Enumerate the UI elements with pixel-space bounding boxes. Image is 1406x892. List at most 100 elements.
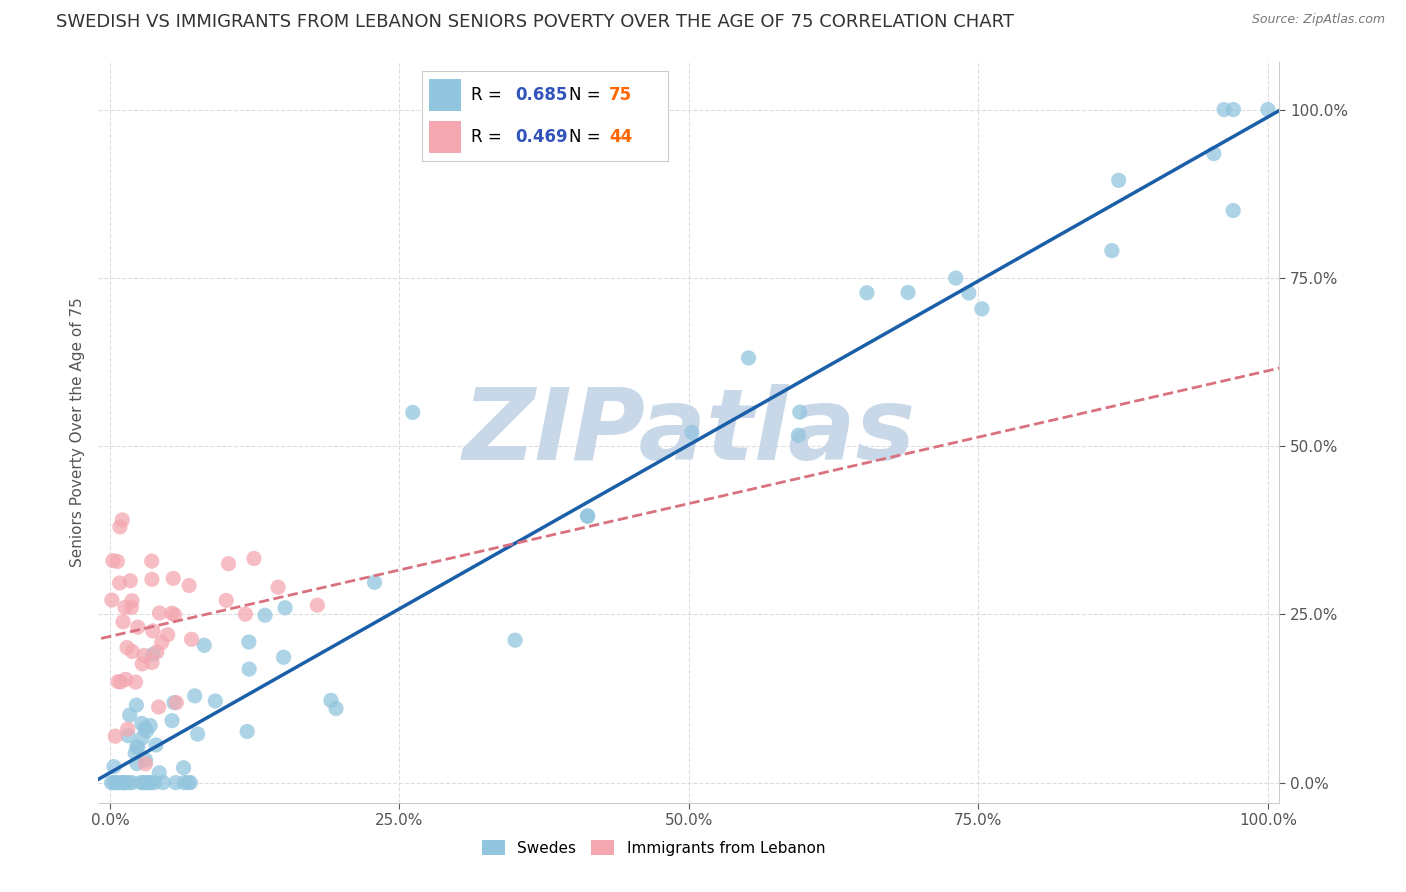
Point	[218, 557, 240, 571]
Point	[236, 724, 259, 739]
Point	[160, 714, 183, 728]
Point	[1101, 244, 1123, 258]
Text: SWEDISH VS IMMIGRANTS FROM LEBANON SENIORS POVERTY OVER THE AGE OF 75 CORRELATIO: SWEDISH VS IMMIGRANTS FROM LEBANON SENIO…	[56, 13, 1014, 31]
Point	[143, 775, 166, 789]
Point	[402, 405, 425, 419]
Point	[114, 600, 136, 615]
Point	[131, 657, 153, 671]
Point	[127, 620, 149, 634]
Y-axis label: Seniors Poverty Over the Age of 75: Seniors Poverty Over the Age of 75	[69, 298, 84, 567]
Point	[145, 738, 167, 752]
Point	[945, 271, 967, 285]
Point	[141, 554, 163, 568]
Point	[152, 775, 174, 789]
Point	[970, 301, 993, 316]
Point	[253, 608, 276, 623]
Text: Source: ZipAtlas.com: Source: ZipAtlas.com	[1251, 13, 1385, 27]
Point	[148, 765, 170, 780]
FancyBboxPatch shape	[429, 121, 461, 153]
Point	[112, 615, 135, 629]
Point	[142, 648, 165, 662]
Point	[148, 700, 170, 714]
Text: 0.685: 0.685	[515, 87, 568, 104]
Point	[141, 656, 163, 670]
Point	[110, 674, 132, 689]
Point	[215, 593, 238, 607]
Point	[131, 731, 153, 745]
Point	[138, 775, 160, 789]
Point	[163, 696, 186, 710]
Point	[114, 673, 136, 687]
Point	[235, 607, 257, 621]
Point	[107, 775, 129, 789]
Point	[131, 716, 153, 731]
Point	[957, 286, 980, 301]
Point	[184, 689, 207, 703]
Point	[173, 761, 195, 775]
Point	[177, 578, 200, 592]
Point	[193, 638, 215, 652]
Point	[856, 285, 879, 300]
Point	[139, 775, 162, 789]
Point	[148, 606, 170, 620]
Point	[1222, 203, 1244, 218]
Point	[112, 775, 135, 789]
Text: 75: 75	[609, 87, 631, 104]
Point	[136, 775, 159, 789]
Point	[160, 606, 183, 620]
Point	[274, 600, 297, 615]
Point	[503, 633, 526, 648]
Point	[1202, 146, 1225, 161]
Point	[267, 580, 290, 594]
Point	[150, 635, 173, 649]
Point	[105, 554, 128, 568]
Point	[273, 650, 295, 665]
Text: R =: R =	[471, 128, 508, 146]
Point	[187, 727, 209, 741]
Point	[125, 739, 148, 754]
Point	[737, 351, 759, 365]
Point	[120, 600, 142, 615]
Point	[135, 723, 157, 738]
Point	[319, 693, 342, 707]
Point	[110, 775, 132, 789]
Point	[121, 644, 143, 658]
Point	[1213, 103, 1236, 117]
Point	[177, 775, 200, 789]
Point	[146, 645, 169, 659]
Point	[173, 775, 195, 789]
Point	[238, 635, 260, 649]
Point	[103, 759, 125, 773]
Text: 0.469: 0.469	[515, 128, 568, 146]
Point	[576, 508, 599, 523]
Point	[180, 632, 202, 647]
Point	[132, 775, 155, 789]
Point	[156, 628, 179, 642]
Point	[118, 708, 141, 723]
Point	[129, 775, 152, 789]
Point	[132, 648, 155, 663]
Point	[101, 554, 124, 568]
Legend: Swedes, Immigrants from Lebanon: Swedes, Immigrants from Lebanon	[475, 834, 831, 862]
Point	[134, 756, 156, 771]
Point	[124, 746, 146, 760]
Point	[115, 640, 138, 655]
Point	[139, 718, 162, 732]
Point	[363, 575, 385, 590]
Point	[124, 675, 146, 690]
Point	[117, 722, 139, 736]
Point	[165, 775, 187, 789]
Point	[108, 576, 131, 591]
Point	[117, 729, 139, 743]
Text: ZIPatlas: ZIPatlas	[463, 384, 915, 481]
Point	[165, 696, 187, 710]
Point	[897, 285, 920, 300]
Point	[307, 598, 329, 612]
Point	[134, 775, 156, 789]
Point	[204, 694, 226, 708]
Point	[1257, 103, 1279, 117]
Point	[576, 509, 599, 524]
Point	[103, 775, 125, 789]
Point	[111, 513, 134, 527]
Text: 44: 44	[609, 128, 633, 146]
